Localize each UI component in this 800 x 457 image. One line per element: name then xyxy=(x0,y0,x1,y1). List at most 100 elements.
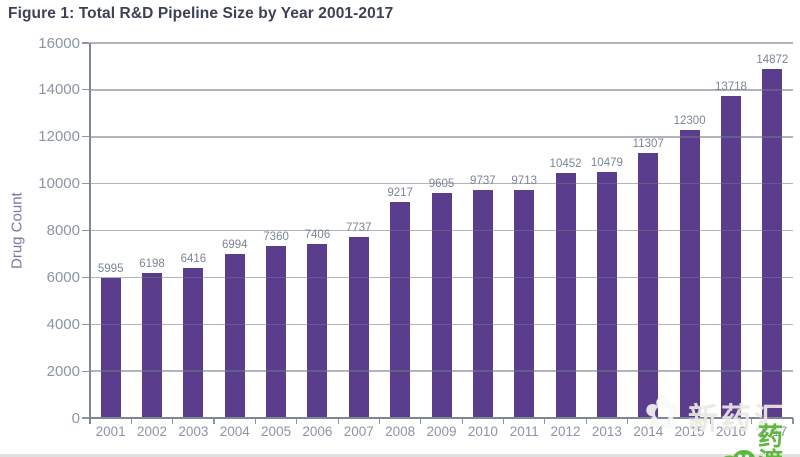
bar-value-label: 13718 xyxy=(714,81,747,94)
x-tick xyxy=(668,418,670,424)
x-tick xyxy=(254,418,256,424)
x-tick xyxy=(296,418,298,424)
x-tick xyxy=(709,418,711,424)
brand-badge: 药渡 xyxy=(720,424,800,457)
bar xyxy=(100,277,121,418)
x-axis-line xyxy=(89,417,793,419)
x-tick-label: 2006 xyxy=(302,424,333,439)
gridline xyxy=(90,323,793,325)
y-tick xyxy=(82,183,89,185)
bar xyxy=(472,189,493,418)
bar-value-label: 12300 xyxy=(673,114,706,127)
bar-value-label: 7737 xyxy=(345,221,372,234)
x-tick xyxy=(172,418,174,424)
x-tick-label: 2015 xyxy=(674,424,705,439)
x-tick-label: 2008 xyxy=(385,424,416,439)
bar-value-label: 10479 xyxy=(590,157,623,170)
x-tick-label: 2017 xyxy=(757,424,788,439)
x-tick-label: 2004 xyxy=(219,424,250,439)
gridline xyxy=(90,370,793,372)
y-tick xyxy=(82,136,89,138)
watermark-overlay-text: 新药汇 xyxy=(688,402,787,437)
bar xyxy=(307,244,328,418)
x-tick-label: 2009 xyxy=(426,424,457,439)
x-tick-label: 2016 xyxy=(715,424,746,439)
gridline xyxy=(90,229,793,232)
x-tick xyxy=(337,418,339,424)
x-tick-label: 2010 xyxy=(467,424,498,439)
x-tick xyxy=(626,418,629,424)
y-tick xyxy=(82,323,89,325)
bar xyxy=(514,190,535,418)
y-tick-label: 10000 xyxy=(38,175,80,193)
bar-value-label: 11307 xyxy=(632,138,664,150)
bar-value-label: 9713 xyxy=(511,175,537,188)
bar-value-label: 14872 xyxy=(756,54,789,67)
x-tick-label: 2013 xyxy=(591,424,622,439)
bar xyxy=(596,172,617,418)
bar xyxy=(679,129,700,418)
x-tick-label: 2002 xyxy=(136,424,168,439)
bar-value-label: 5995 xyxy=(97,262,124,275)
x-tick-label: 2003 xyxy=(178,424,209,439)
y-tick xyxy=(82,229,89,232)
bar-value-label: 9605 xyxy=(428,177,455,190)
plot-area: 5995 6198 6416 6994 7360 7406 7737 9217 9605 9737… xyxy=(90,42,793,418)
chart-title: Figure 1: Total R&D Pipeline Size by Yea… xyxy=(8,5,394,22)
y-tick-label: 0 xyxy=(71,409,80,427)
bar xyxy=(390,201,411,418)
bar xyxy=(638,153,659,418)
x-tick xyxy=(420,418,422,424)
bar xyxy=(431,192,452,418)
x-tick-label: 2005 xyxy=(261,424,292,439)
gridline xyxy=(90,89,793,91)
y-tick-label: 8000 xyxy=(46,222,80,239)
x-tick-label: 2011 xyxy=(509,424,539,439)
bottom-edge-strip xyxy=(0,454,800,457)
y-tick-label: 4000 xyxy=(46,315,80,333)
gridline xyxy=(90,182,793,185)
x-tick xyxy=(130,418,132,424)
x-tick xyxy=(502,418,505,424)
bar xyxy=(555,173,576,418)
x-tick-label: 2001 xyxy=(95,424,126,439)
bar xyxy=(266,245,287,418)
bar xyxy=(348,236,369,418)
y-tick-label: 2000 xyxy=(46,362,80,380)
bar-value-label: 6198 xyxy=(139,257,165,270)
x-tick xyxy=(585,418,587,424)
y-tick xyxy=(82,42,89,44)
bar xyxy=(762,69,783,418)
x-tick-label: 2012 xyxy=(550,424,581,439)
x-tick xyxy=(461,418,463,424)
gridline xyxy=(90,276,793,279)
bar-value-label: 9737 xyxy=(470,174,496,187)
gridline xyxy=(90,42,793,44)
y-axis-line xyxy=(89,43,91,424)
y-tick xyxy=(82,276,89,278)
bar-value-label: 7360 xyxy=(263,230,289,243)
yaodu-logo-icon xyxy=(720,443,758,457)
watermark-flower-icon: ✿ xyxy=(644,388,681,439)
bar xyxy=(720,96,741,418)
y-tick-label: 16000 xyxy=(38,34,80,52)
x-tick-label: 2014 xyxy=(633,424,664,439)
y-tick xyxy=(82,89,89,91)
y-tick-label: 12000 xyxy=(38,128,80,146)
bar xyxy=(142,272,163,418)
bar-value-label: 6994 xyxy=(221,239,248,252)
x-tick xyxy=(751,418,753,424)
x-tick xyxy=(378,418,381,424)
x-tick xyxy=(213,418,215,424)
bar-value-label: 10452 xyxy=(549,158,582,171)
gridline xyxy=(90,136,793,138)
bar-value-label: 7406 xyxy=(304,229,331,242)
bar-value-label: 6416 xyxy=(180,252,207,265)
y-tick xyxy=(82,417,89,419)
yaodu-brand-text: 药渡 xyxy=(758,422,784,457)
bar-value-label: 9217 xyxy=(387,186,413,199)
x-tick xyxy=(792,418,794,424)
bar xyxy=(224,254,245,418)
x-tick-label: 2007 xyxy=(343,424,374,439)
